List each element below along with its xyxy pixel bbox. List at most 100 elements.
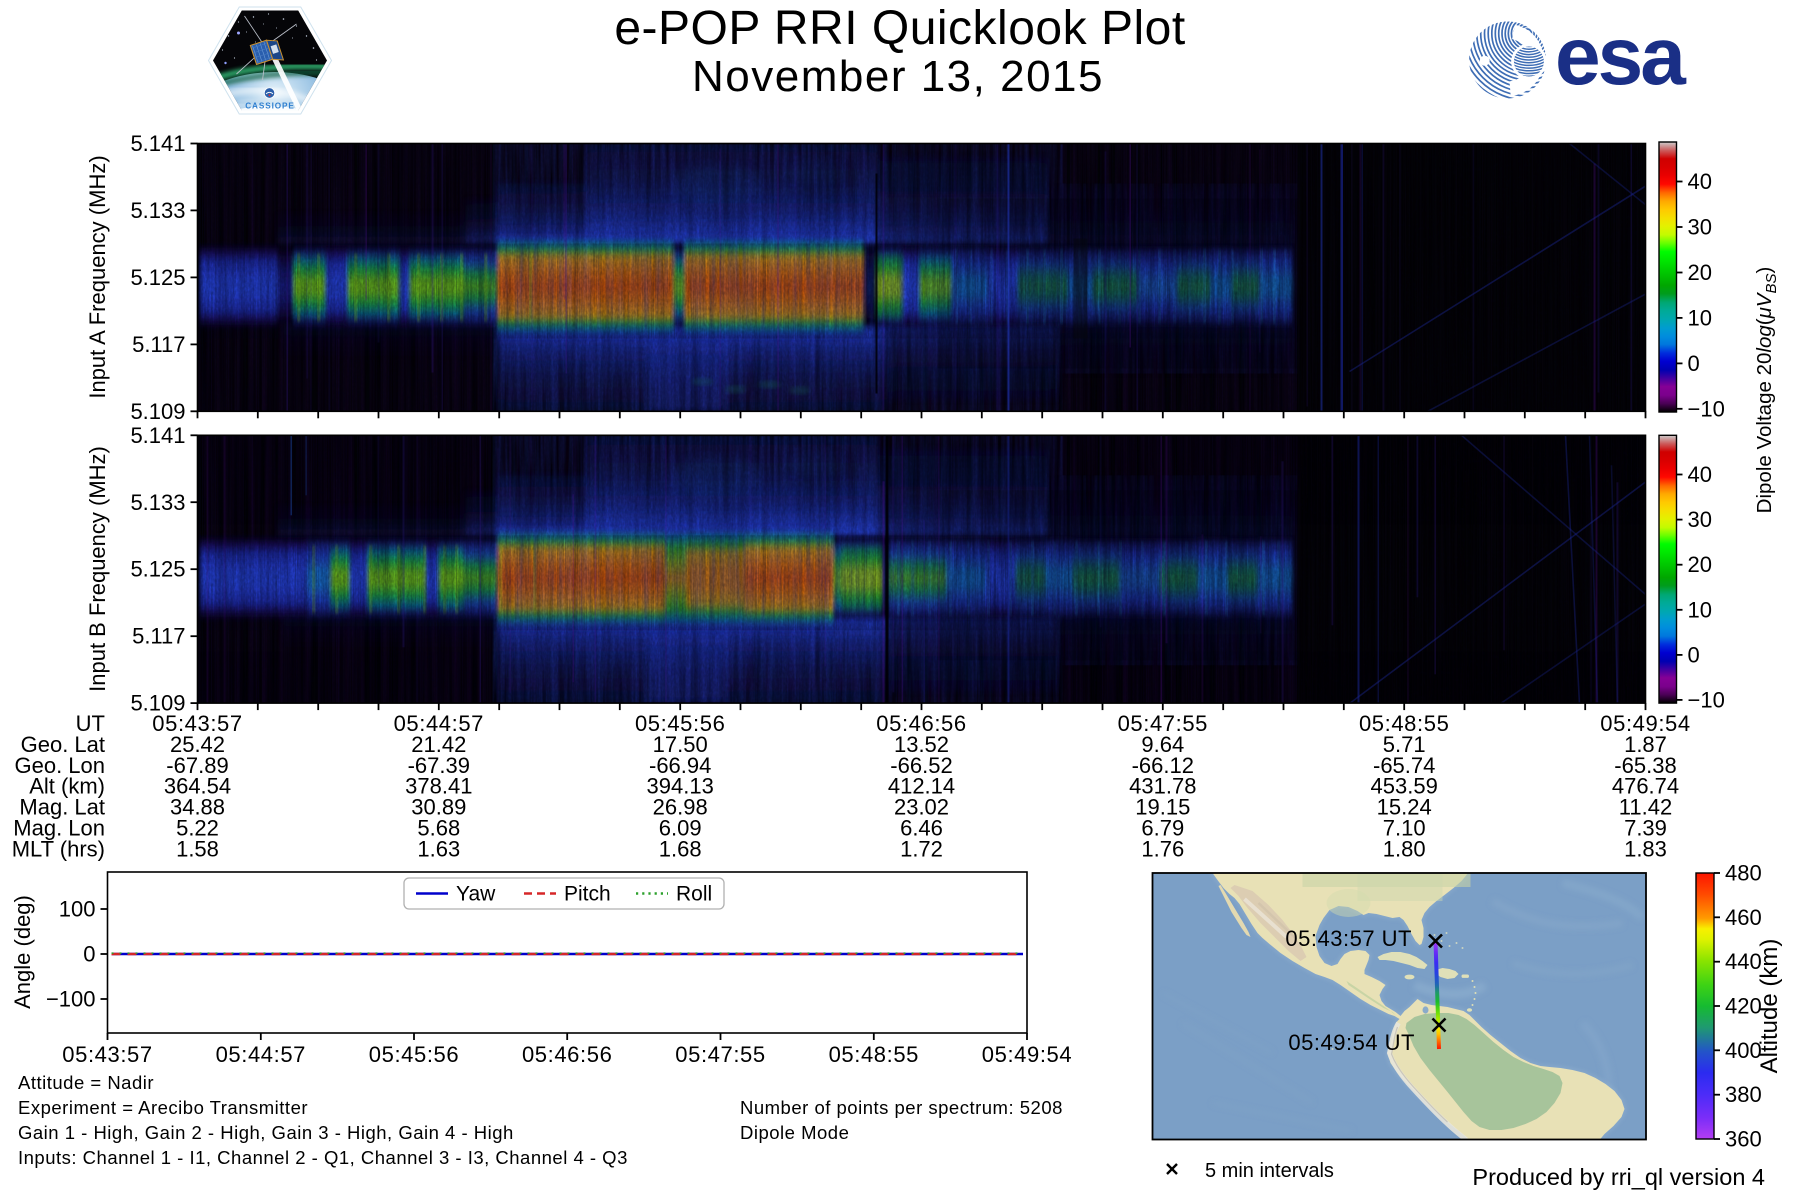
svg-text:5.133: 5.133 (130, 490, 185, 515)
svg-text:CASSIOPE: CASSIOPE (245, 102, 295, 111)
svg-text:esa: esa (1555, 11, 1687, 102)
svg-text:6.46: 6.46 (900, 816, 943, 841)
svg-text:5.117: 5.117 (132, 624, 185, 649)
svg-text:5.22: 5.22 (176, 816, 219, 841)
svg-text:-67.39: -67.39 (408, 753, 470, 778)
svg-text:Angle (deg): Angle (deg) (10, 895, 35, 1009)
svg-text:40: 40 (1688, 169, 1712, 194)
svg-text:05:45:56: 05:45:56 (635, 711, 725, 736)
svg-text:420: 420 (1725, 994, 1762, 1019)
svg-text:440: 440 (1725, 949, 1762, 974)
svg-text:05:47:55: 05:47:55 (1118, 711, 1208, 736)
svg-text:Attitude = Nadir: Attitude = Nadir (18, 1072, 154, 1093)
svg-text:0: 0 (1688, 642, 1700, 667)
svg-text:Alt (km): Alt (km) (29, 774, 105, 799)
svg-text:MLT (hrs): MLT (hrs) (12, 836, 105, 861)
svg-text:1.76: 1.76 (1141, 836, 1184, 861)
svg-text:−100: −100 (46, 987, 96, 1012)
svg-text:40: 40 (1688, 462, 1712, 487)
svg-text:10: 10 (1688, 597, 1712, 622)
svg-text:17.50: 17.50 (653, 732, 708, 757)
svg-text:Pitch: Pitch (564, 883, 611, 906)
svg-text:−10: −10 (1688, 687, 1725, 712)
svg-text:05:44:57: 05:44:57 (394, 711, 484, 736)
svg-text:Number of points per spectrum:: Number of points per spectrum: 5208 (740, 1097, 1063, 1118)
svg-text:Dipole Voltage 20log(μVBS): Dipole Voltage 20log(μVBS) (1753, 267, 1780, 514)
svg-text:-65.38: -65.38 (1614, 753, 1676, 778)
svg-text:Dipole Mode: Dipole Mode (740, 1122, 849, 1143)
svg-text:10: 10 (1688, 305, 1712, 330)
svg-text:6.09: 6.09 (659, 816, 702, 841)
svg-text:15.24: 15.24 (1377, 795, 1432, 820)
svg-text:364.54: 364.54 (164, 774, 231, 799)
svg-text:5.125: 5.125 (130, 265, 185, 290)
svg-text:9.64: 9.64 (1141, 732, 1184, 757)
svg-text:1.83: 1.83 (1624, 836, 1667, 861)
svg-text:-66.94: -66.94 (649, 753, 711, 778)
svg-text:−10: −10 (1688, 396, 1725, 421)
svg-text:-65.74: -65.74 (1373, 753, 1435, 778)
svg-text:5.141: 5.141 (130, 131, 185, 156)
svg-text:Experiment = Arecibo Transmitt: Experiment = Arecibo Transmitter (18, 1097, 308, 1118)
svg-text:5.109: 5.109 (130, 691, 185, 716)
svg-text:Roll: Roll (676, 883, 712, 906)
svg-text:05:44:57: 05:44:57 (216, 1042, 306, 1067)
svg-text:1.80: 1.80 (1383, 836, 1426, 861)
svg-text:6.79: 6.79 (1141, 816, 1184, 841)
svg-text:460: 460 (1725, 905, 1762, 930)
svg-text:5.71: 5.71 (1383, 732, 1426, 757)
svg-text:1.72: 1.72 (900, 836, 943, 861)
svg-text:05:49:54: 05:49:54 (982, 1042, 1072, 1067)
svg-text:Input A Frequency (MHz): Input A Frequency (MHz) (85, 155, 110, 398)
svg-text:400: 400 (1725, 1038, 1762, 1063)
svg-text:0: 0 (83, 942, 95, 967)
svg-text:e-POP RRI Quicklook Plot: e-POP RRI Quicklook Plot (614, 2, 1185, 55)
svg-text:1.63: 1.63 (417, 836, 460, 861)
svg-text:26.98: 26.98 (653, 795, 708, 820)
svg-text:05:43:57: 05:43:57 (62, 1042, 152, 1067)
svg-text:Altitude (km): Altitude (km) (1756, 939, 1783, 1074)
svg-text:100: 100 (59, 897, 96, 922)
svg-text:480: 480 (1725, 861, 1762, 886)
svg-text:1.58: 1.58 (176, 836, 219, 861)
svg-text:5.117: 5.117 (132, 332, 185, 357)
svg-text:05:48:55: 05:48:55 (1359, 711, 1449, 736)
svg-text:23.02: 23.02 (894, 795, 949, 820)
svg-text:05:43:57: 05:43:57 (152, 711, 242, 736)
svg-text:Gain 1 - High, Gain 2 - High,: Gain 1 - High, Gain 2 - High, Gain 3 - H… (18, 1122, 514, 1143)
svg-text:-67.89: -67.89 (166, 753, 228, 778)
svg-text:30: 30 (1688, 507, 1712, 532)
svg-text:Geo. Lon: Geo. Lon (14, 753, 105, 778)
svg-text:19.15: 19.15 (1135, 795, 1190, 820)
svg-text:21.42: 21.42 (411, 732, 466, 757)
svg-text:1.68: 1.68 (659, 836, 702, 861)
svg-text:0: 0 (1688, 351, 1700, 376)
svg-text:Input B Frequency (MHz): Input B Frequency (MHz) (85, 446, 110, 692)
svg-text:20: 20 (1688, 260, 1712, 285)
svg-text:34.88: 34.88 (170, 795, 225, 820)
svg-text:05:46:56: 05:46:56 (876, 711, 966, 736)
svg-text:431.78: 431.78 (1129, 774, 1196, 799)
svg-text:30.89: 30.89 (411, 795, 466, 820)
svg-text:05:43:57 UT: 05:43:57 UT (1285, 926, 1412, 951)
svg-text:476.74: 476.74 (1612, 774, 1679, 799)
svg-text:Yaw: Yaw (456, 883, 496, 906)
svg-text:Produced by rri_ql version 4: Produced by rri_ql version 4 (1472, 1164, 1765, 1190)
svg-text:453.59: 453.59 (1371, 774, 1438, 799)
svg-text:30: 30 (1688, 215, 1712, 240)
svg-text:Geo. Lat: Geo. Lat (21, 732, 105, 757)
svg-text:25.42: 25.42 (170, 732, 225, 757)
svg-text:5.68: 5.68 (417, 816, 460, 841)
svg-text:UT: UT (76, 711, 105, 736)
svg-text:412.14: 412.14 (888, 774, 955, 799)
svg-text:5.109: 5.109 (130, 399, 185, 424)
svg-text:5 min intervals: 5 min intervals (1205, 1160, 1334, 1182)
svg-text:394.13: 394.13 (647, 774, 714, 799)
svg-text:05:47:55: 05:47:55 (675, 1042, 765, 1067)
svg-text:-66.12: -66.12 (1132, 753, 1194, 778)
svg-text:Inputs: Channel 1 - I1, Channe: Inputs: Channel 1 - I1, Channel 2 - Q1, … (18, 1147, 628, 1168)
svg-text:Mag. Lon: Mag. Lon (13, 816, 105, 841)
svg-text:7.10: 7.10 (1383, 816, 1426, 841)
svg-text:05:45:56: 05:45:56 (369, 1042, 459, 1067)
svg-text:05:48:55: 05:48:55 (829, 1042, 919, 1067)
